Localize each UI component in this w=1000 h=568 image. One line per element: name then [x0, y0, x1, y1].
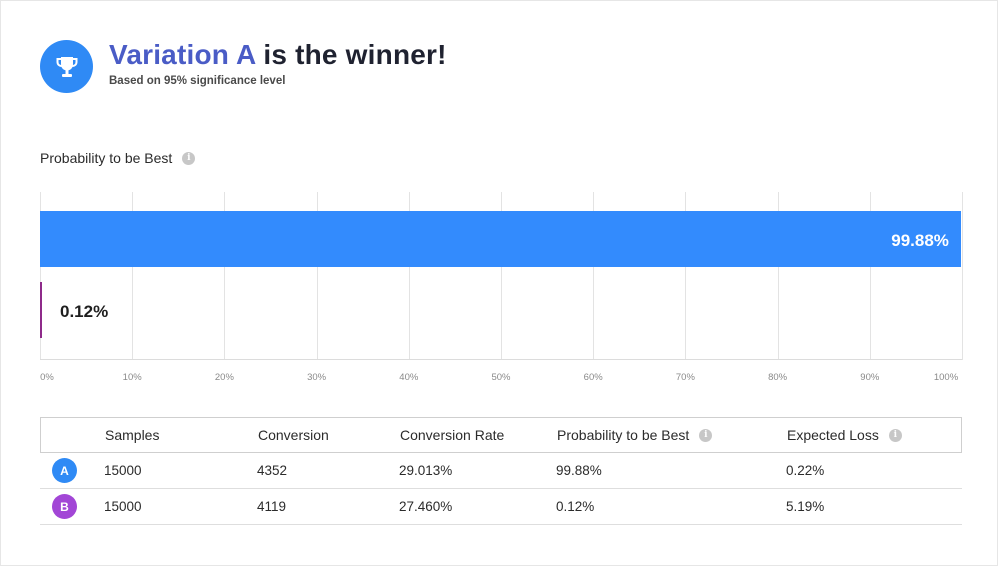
info-icon[interactable]: i [888, 428, 902, 442]
cell-conversion: 4352 [257, 463, 288, 478]
header-conversion: Conversion [258, 427, 329, 443]
x-tick-label: 10% [122, 372, 142, 383]
header-samples: Samples [105, 427, 160, 443]
x-tick-label: 100% [933, 372, 959, 383]
significance-note: Based on 95% significance level [109, 75, 286, 87]
bar-b[interactable] [40, 282, 42, 338]
results-table: Samples Conversion Conversion Rate Proba… [40, 417, 962, 525]
x-tick-label: 80% [768, 372, 788, 383]
info-icon[interactable]: i [699, 428, 713, 442]
x-tick-label: 50% [491, 372, 511, 383]
chart-section-label: Probability to be Best i [40, 150, 196, 166]
cell-expected-loss: 5.19% [786, 499, 825, 514]
probability-chart: 99.88% 0.12% [40, 192, 963, 360]
winner-title: Variation A is the winner! [109, 39, 447, 71]
header-conversion-rate: Conversion Rate [400, 427, 505, 443]
table-row: B 15000 4119 27.460% 0.12% 5.19% [40, 489, 962, 525]
x-tick-label: 70% [675, 372, 695, 383]
info-icon[interactable]: i [182, 151, 196, 165]
cell-expected-loss: 0.22% [786, 463, 825, 478]
grid-line [869, 192, 871, 360]
grid-line [40, 192, 41, 360]
cell-conversion-rate: 27.460% [399, 499, 453, 514]
grid-line [777, 192, 779, 360]
winner-title-rest: is the winner! [255, 39, 447, 70]
cell-samples: 15000 [104, 463, 142, 478]
grid-line [316, 192, 318, 360]
trophy-badge [40, 40, 93, 93]
header-probability-label: Probability to be Best [557, 427, 690, 443]
grid-line [501, 192, 502, 360]
grid-line [224, 192, 226, 360]
grid-line [685, 192, 687, 360]
header-expected-loss-label: Expected Loss [787, 427, 879, 443]
header-expected-loss: Expected Loss i [787, 418, 902, 452]
x-tick-label: 40% [399, 372, 419, 383]
cell-samples: 15000 [104, 499, 142, 514]
header-probability: Probability to be Best i [557, 418, 713, 452]
grid-line [408, 192, 410, 360]
grid-line [593, 192, 595, 360]
trophy-icon [56, 56, 77, 77]
grid-line [132, 192, 134, 360]
x-tick-label: 30% [307, 372, 327, 383]
winner-variation: Variation A [109, 39, 256, 70]
bar-a[interactable] [40, 211, 961, 267]
x-axis-line [40, 359, 962, 360]
table-row: A 15000 4352 29.013% 99.88% 0.22% [40, 453, 962, 489]
data-label-b: 0.12% [60, 302, 109, 321]
cell-probability: 99.88% [556, 463, 602, 478]
chart-label-text: Probability to be Best [40, 150, 173, 166]
variant-badge: B [52, 494, 77, 519]
cell-conversion-rate: 29.013% [399, 463, 453, 478]
table-header: Samples Conversion Conversion Rate Proba… [40, 417, 962, 453]
x-tick-label: 20% [214, 372, 234, 383]
cell-conversion: 4119 [257, 499, 287, 514]
cell-probability: 0.12% [556, 499, 595, 514]
variant-badge: A [52, 458, 77, 483]
data-label-a: 99.88% [891, 231, 949, 250]
x-tick-label: 90% [860, 372, 880, 383]
x-tick-label: 60% [583, 372, 603, 383]
grid-line [962, 192, 963, 360]
x-tick-label: 0% [40, 372, 54, 383]
